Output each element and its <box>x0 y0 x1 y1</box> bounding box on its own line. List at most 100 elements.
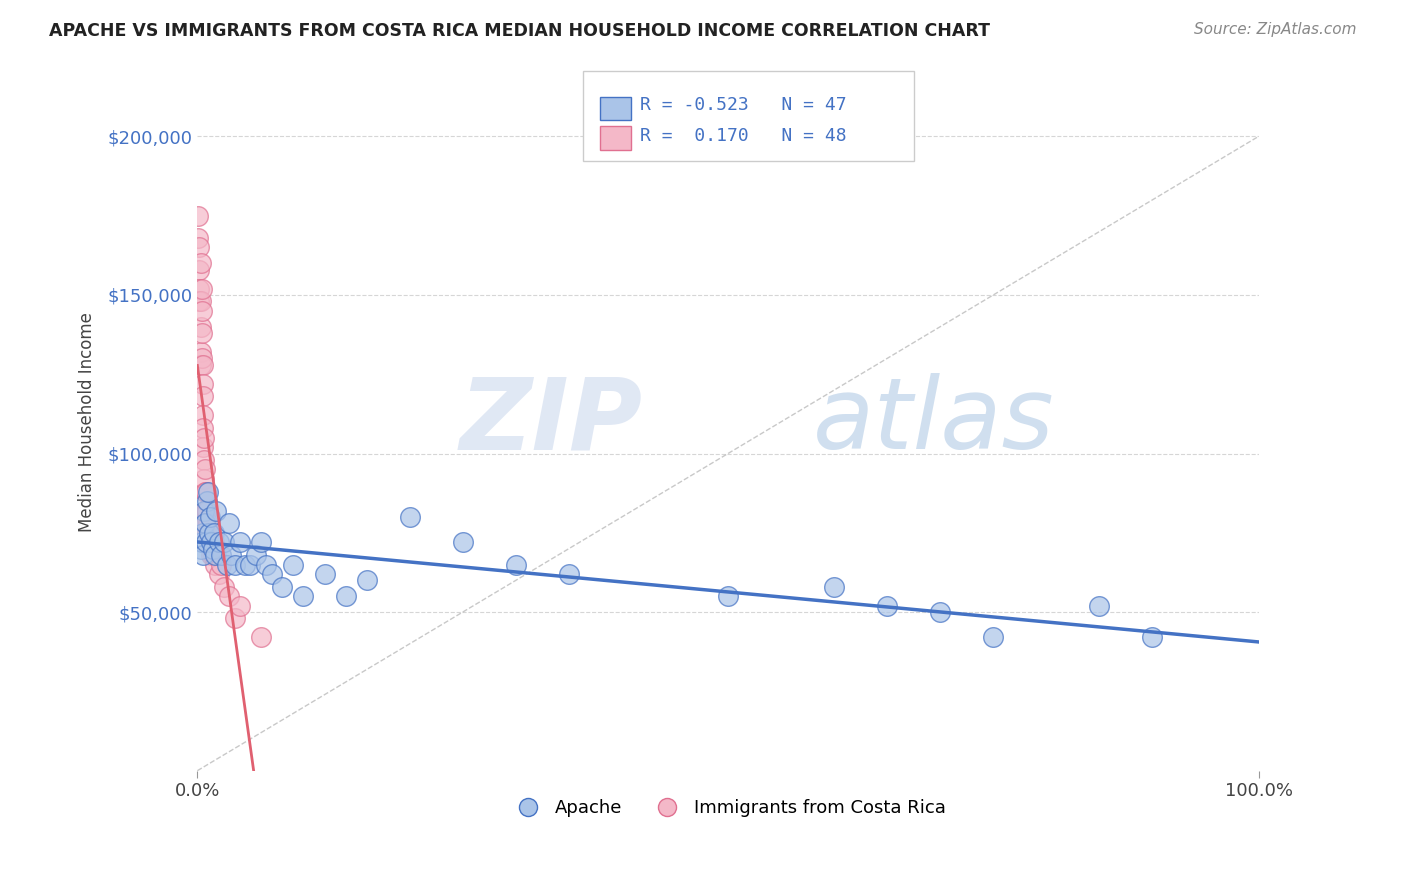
Point <box>194 516 217 531</box>
Point <box>191 525 214 540</box>
Point <box>314 567 336 582</box>
Point <box>197 516 219 531</box>
Point <box>245 548 267 562</box>
Point <box>190 294 212 309</box>
Point <box>190 541 212 556</box>
Point <box>194 484 217 499</box>
Point <box>195 494 218 508</box>
Point <box>190 351 212 366</box>
Point <box>198 525 221 540</box>
Point <box>194 503 217 517</box>
Text: Source: ZipAtlas.com: Source: ZipAtlas.com <box>1194 22 1357 37</box>
Point <box>250 535 273 549</box>
Point <box>717 589 740 603</box>
Point <box>191 376 214 391</box>
Point <box>217 558 239 572</box>
Point <box>193 431 215 445</box>
Point <box>193 503 215 517</box>
Point <box>558 567 581 582</box>
Point <box>212 535 235 549</box>
Point <box>193 472 215 486</box>
Point <box>292 589 315 603</box>
Point <box>218 516 240 531</box>
Point <box>191 409 214 423</box>
Text: APACHE VS IMMIGRANTS FROM COSTA RICA MEDIAN HOUSEHOLD INCOME CORRELATION CHART: APACHE VS IMMIGRANTS FROM COSTA RICA MED… <box>49 22 990 40</box>
Point <box>198 535 221 549</box>
Point <box>218 589 240 603</box>
Point <box>207 567 229 582</box>
Point <box>190 345 212 359</box>
Point <box>202 525 225 540</box>
Point <box>202 535 225 549</box>
Point <box>505 558 527 572</box>
Point <box>194 516 217 531</box>
Point <box>209 558 232 572</box>
Point <box>221 548 243 562</box>
Point <box>398 510 420 524</box>
Point <box>191 421 214 435</box>
Point <box>281 558 304 572</box>
Point <box>876 599 898 613</box>
Point <box>190 303 212 318</box>
Point <box>191 548 214 562</box>
Point <box>193 453 215 467</box>
Point <box>207 535 229 549</box>
Point <box>929 605 952 619</box>
Point <box>197 484 219 499</box>
Point <box>254 558 277 572</box>
Point <box>202 541 225 556</box>
Point <box>250 631 273 645</box>
Point <box>239 558 262 572</box>
Point <box>194 462 217 476</box>
Text: ZIP: ZIP <box>460 374 643 470</box>
Point <box>194 535 217 549</box>
Point <box>209 548 232 562</box>
Point <box>233 558 256 572</box>
Point <box>188 282 211 296</box>
Point <box>204 548 226 562</box>
Text: R = -0.523   N = 47: R = -0.523 N = 47 <box>640 96 846 114</box>
Point <box>191 389 214 403</box>
Point <box>190 326 212 340</box>
Point <box>229 599 252 613</box>
Point <box>198 525 221 540</box>
Point <box>187 231 209 245</box>
Point <box>190 256 212 270</box>
Point <box>1142 631 1164 645</box>
Point <box>195 525 218 540</box>
Y-axis label: Median Household Income: Median Household Income <box>79 312 96 532</box>
Text: atlas: atlas <box>813 374 1054 470</box>
Point <box>224 611 246 625</box>
Point <box>224 558 246 572</box>
Legend: Apache, Immigrants from Costa Rica: Apache, Immigrants from Costa Rica <box>502 792 953 824</box>
Point <box>229 535 252 549</box>
Point <box>194 484 217 499</box>
Point <box>202 548 225 562</box>
Point <box>200 535 222 549</box>
Point <box>190 282 212 296</box>
Point <box>356 574 378 588</box>
Point <box>212 580 235 594</box>
Point <box>335 589 357 603</box>
Point <box>981 631 1004 645</box>
Point <box>190 319 212 334</box>
Point <box>195 503 218 517</box>
Point <box>191 358 214 372</box>
Point <box>205 548 228 562</box>
Point <box>191 440 214 454</box>
Point <box>197 535 219 549</box>
Point <box>200 548 222 562</box>
Point <box>190 358 212 372</box>
Point <box>823 580 845 594</box>
Point <box>187 209 209 223</box>
Point <box>194 503 217 517</box>
Point <box>1088 599 1111 613</box>
Text: R =  0.170   N = 48: R = 0.170 N = 48 <box>640 127 846 145</box>
Point <box>198 510 221 524</box>
Point <box>190 535 212 549</box>
Point <box>205 503 228 517</box>
Point <box>260 567 283 582</box>
Point <box>188 294 211 309</box>
Point <box>204 558 226 572</box>
Point <box>188 262 211 277</box>
